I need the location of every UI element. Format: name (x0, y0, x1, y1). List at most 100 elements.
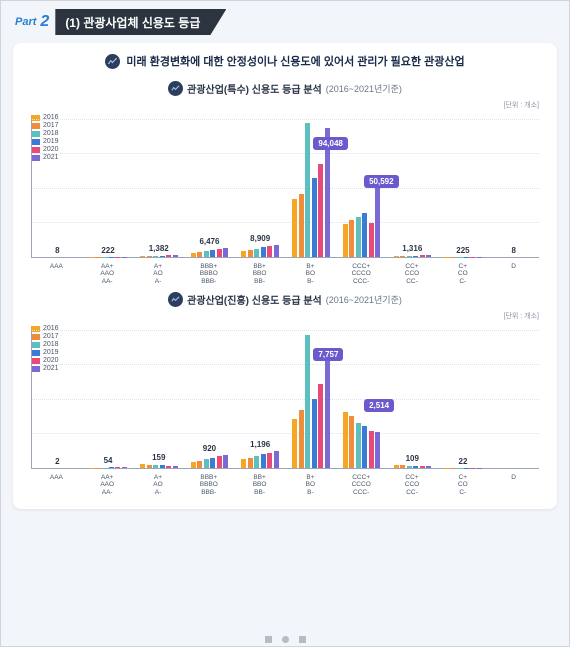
bar (325, 356, 330, 468)
bars-row: 82221,3826,4768,90994,04850,5921,3162258 (32, 120, 539, 257)
bar (407, 466, 412, 468)
x-axis-label: C+COC- (437, 260, 488, 284)
bar (356, 217, 361, 257)
bar (102, 468, 107, 469)
bar (160, 256, 165, 258)
bar (305, 335, 310, 468)
chart-1-period: (2016~2021년기준) (326, 82, 402, 95)
bar-group-value: 1,382 (149, 244, 169, 253)
bar-group-value: 222 (101, 246, 114, 255)
bar (191, 462, 196, 468)
bar (299, 410, 304, 468)
bar (223, 455, 228, 468)
bottom-indicator (1, 636, 569, 643)
chart-2-period: (2016~2021년기준) (326, 293, 402, 306)
bar (210, 250, 215, 257)
x-axis-label: BB+BBOBB- (234, 471, 285, 495)
callout-label: 7,757 (313, 348, 343, 361)
x-axis-label: AAA (31, 260, 82, 284)
bar (426, 255, 431, 257)
bar (241, 251, 246, 257)
bar-group: 54 (83, 331, 134, 468)
bar-group: 8,909 (235, 120, 286, 257)
part-header: Part 2 (1) 관광사업체 신용도 등급 (15, 9, 569, 35)
bar (343, 224, 348, 257)
bar (166, 466, 171, 468)
bar (261, 454, 266, 468)
indicator-square-icon (265, 636, 272, 643)
bar (375, 188, 380, 257)
bar (312, 178, 317, 257)
bar-group-value: 8 (55, 246, 59, 255)
card-title: 미래 환경변화에 대한 안정성이나 신용도에 있어서 관리가 필요한 관광산업 (23, 53, 547, 69)
x-axis-label: BB+BBOBB- (234, 260, 285, 284)
bar (140, 464, 145, 468)
part-number: 2 (40, 13, 49, 31)
bar (153, 256, 158, 257)
bar (356, 423, 361, 468)
x-axis-label: D (488, 471, 539, 495)
bar-group: 8 (32, 120, 83, 257)
chart-1-unit: [단위 : 개소] (23, 100, 547, 110)
bar-group (488, 331, 539, 468)
bar (413, 466, 418, 468)
bar (394, 465, 399, 468)
bar (318, 164, 323, 257)
bar (140, 256, 145, 257)
chart-icon (168, 81, 183, 96)
bar (241, 459, 246, 468)
bar (166, 255, 171, 257)
bar-group-value: 22 (459, 457, 468, 466)
bar (147, 256, 152, 257)
bar (173, 466, 178, 468)
bar (407, 256, 412, 257)
bar-group: 2 (32, 331, 83, 468)
card-title-text: 미래 환경변화에 대한 안정성이나 신용도에 있어서 관리가 필요한 관광산업 (126, 53, 464, 69)
bar-group: 7,757 (286, 331, 337, 468)
bar (349, 416, 354, 468)
bar-group: 1,196 (235, 331, 286, 468)
bar-group-value: 8,909 (250, 234, 270, 243)
bars-row: 2541599201,1967,7572,51410922 (32, 331, 539, 468)
bar-group: 22 (438, 331, 489, 468)
chart-2-unit: [단위 : 개소] (23, 311, 547, 321)
x-axis-label: A+AOA- (133, 260, 184, 284)
chart-2-subtitle: 관광산업(진흥) 신용도 등급 분석 (2016~2021년기준) (23, 292, 547, 307)
x-axis: AAAAA+AAOAA-A+AOA-BBB+BBBOBBB-BB+BBOBB-B… (31, 260, 539, 284)
bar (147, 465, 152, 468)
indicator-square-icon (299, 636, 306, 643)
bar-group-value: 6,476 (199, 237, 219, 246)
bar (173, 255, 178, 257)
bar (267, 453, 272, 468)
x-axis-label: CCC+CCCOCCC- (336, 260, 387, 284)
plot-area: 82221,3826,4768,90994,04850,5921,3162258 (31, 120, 539, 258)
x-axis-label: AA+AAOAA- (82, 471, 133, 495)
x-axis-label: BBB+BBBOBBB- (183, 260, 234, 284)
plot-area: 2541599201,1967,7572,51410922 (31, 331, 539, 469)
bar (420, 466, 425, 468)
callout-label: 94,048 (313, 137, 347, 150)
bar (420, 255, 425, 257)
main-card: 미래 환경변화에 대한 안정성이나 신용도에 있어서 관리가 필요한 관광산업 … (13, 43, 557, 509)
bar (115, 467, 120, 468)
bar (318, 384, 323, 468)
bar (274, 245, 279, 257)
bar-group-value: 54 (104, 456, 113, 465)
bar (223, 248, 228, 257)
bar-group: 1,316 (387, 120, 438, 257)
chart-2-subtitle-text: 관광산업(진흥) 신용도 등급 분석 (187, 292, 322, 307)
bar (217, 249, 222, 257)
bar-group: 2,514 (336, 331, 387, 468)
bar (197, 461, 202, 468)
bar (362, 426, 367, 468)
x-axis-label: AA+AAOAA- (82, 260, 133, 284)
callout-label: 2,514 (364, 399, 394, 412)
bar (375, 432, 380, 468)
callout-label: 50,592 (364, 175, 398, 188)
bar-group: 109 (387, 331, 438, 468)
bar (248, 458, 253, 468)
bar-group-value: 159 (152, 453, 165, 462)
x-axis-label: D (488, 260, 539, 284)
chart-1: 관광산업(특수) 신용도 등급 분석 (2016~2021년기준) [단위 : … (23, 81, 547, 284)
bar-group-value: 225 (456, 246, 469, 255)
